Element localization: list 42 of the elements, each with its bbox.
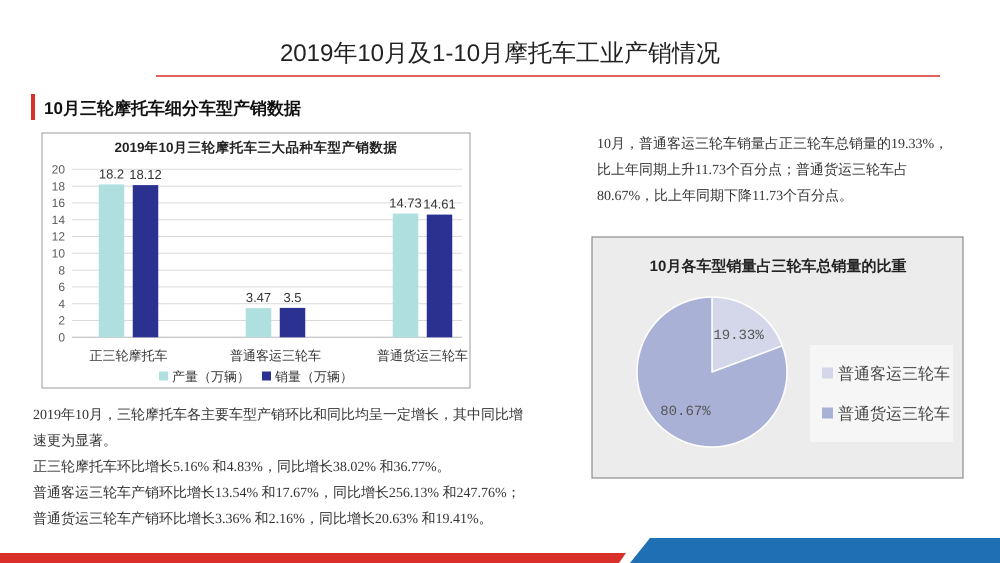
text: 10月，普通客运三轮车销量占正三轮车总销量的19.33%，比上年同期上升11.73个百分点；普通货运三轮车占80.67%，比上年同期下降11.73个百分点。: [597, 135, 950, 206]
bar: [132, 185, 158, 338]
legend-label: 普通货运三轮车: [838, 405, 950, 423]
legend-label: 产量（万辆）: [172, 369, 250, 384]
y-tick-label: 16: [52, 196, 66, 210]
y-tick-label: 20: [52, 162, 66, 176]
data-label: 80.67%: [660, 404, 712, 420]
y-tick-label: 6: [58, 280, 66, 294]
data-label: 14.73: [389, 196, 422, 211]
data-label: 18.2: [98, 166, 124, 182]
data-label: 3.47: [246, 290, 272, 306]
y-tick-label: 12: [52, 230, 66, 244]
bar: [98, 184, 124, 338]
text: 正三轮摩托车环比增长5.16% 和4.83%，同比增长38.02% 和36.77%。: [33, 458, 452, 477]
y-tick-label: 18: [52, 179, 66, 194]
x-tick-label: 普通客运三轮车: [230, 348, 321, 363]
legend-label: 普通客运三轮车: [838, 365, 950, 383]
y-tick-label: 4: [58, 296, 66, 311]
bar: [280, 308, 306, 338]
y-tick-label: 2: [58, 314, 66, 328]
text: 10月三轮摩托车细分车型产销数据: [44, 99, 301, 118]
y-tick-label: 10: [52, 246, 66, 260]
text: 2019年10月，三轮摩托车各主要车型产销环比和同比均呈一定增长，其中同比增速更为显著。: [33, 406, 524, 451]
bar: [392, 214, 418, 338]
bar: [426, 214, 452, 338]
text: 2019年10月及1-10月摩托车工业产销情况: [280, 40, 720, 67]
data-label: 19.33%: [713, 328, 764, 344]
y-tick-label: 14: [52, 212, 66, 227]
pie-slice: [636, 296, 788, 448]
x-tick-label: 正三轮摩托车: [90, 348, 168, 363]
data-label: 14.61: [423, 196, 456, 212]
data-label: 18.12: [129, 167, 162, 182]
x-tick-label: 普通货运三轮车: [377, 348, 468, 363]
y-tick-label: 0: [58, 330, 66, 344]
chart-title: 10月各车型销量占三轮车总销量的比重: [650, 257, 906, 275]
text: 普通货运三轮车产销环比增长3.36% 和2.16%，同比增长20.63% 和19.41%。: [33, 510, 494, 529]
bar: [246, 308, 272, 338]
text: 普通客运三轮车产销环比增长13.54% 和17.67%，同比增长256.13% 和247.76%；: [33, 484, 522, 503]
chart-title: 2019年10月三轮摩托车三大品种车型产销数据: [114, 139, 398, 155]
y-tick-label: 8: [58, 263, 66, 278]
data-label: 3.5: [283, 290, 302, 305]
legend-label: 销量（万辆）: [274, 369, 353, 384]
